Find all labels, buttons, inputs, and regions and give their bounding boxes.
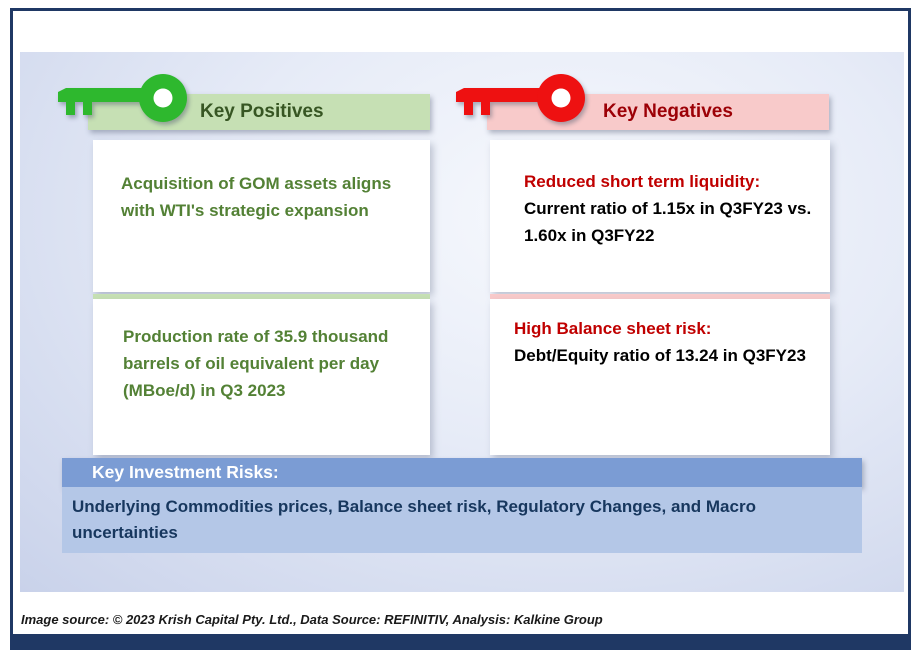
green-key-icon <box>58 74 190 130</box>
negative-item-1-body: Current ratio of 1.15x in Q3FY23 vs. 1.6… <box>524 199 812 245</box>
risks-header-band: Key Investment Risks: <box>62 458 862 487</box>
image-source-note: Image source: © 2023 Krish Capital Pty. … <box>21 612 603 627</box>
negative-item-2-body: Debt/Equity ratio of 13.24 in Q3FY23 <box>514 346 806 365</box>
positives-header-label: Key Positives <box>200 101 324 122</box>
positive-item-card-1: Acquisition of GOM assets aligns with WT… <box>93 140 430 292</box>
negative-item-2-title: High Balance sheet risk: <box>514 319 712 338</box>
positives-divider <box>93 294 430 299</box>
outer-frame: Key Positives Acquisition of GOM assets … <box>10 8 911 650</box>
risks-header-label: Key Investment Risks: <box>92 462 279 482</box>
positive-item-1-text: Acquisition of GOM assets aligns with WT… <box>121 174 392 220</box>
content-panel: Key Positives Acquisition of GOM assets … <box>20 52 904 592</box>
negatives-divider <box>490 294 830 299</box>
bottom-navy-bar <box>13 634 908 647</box>
negative-item-1-title: Reduced short term liquidity: <box>524 172 761 191</box>
negative-item-card-2: High Balance sheet risk: Debt/Equity rat… <box>490 299 830 455</box>
risks-body-text: Underlying Commodities prices, Balance s… <box>72 497 756 542</box>
negative-item-card-1: Reduced short term liquidity: Current ra… <box>490 140 830 292</box>
negatives-header-label: Key Negatives <box>603 101 733 122</box>
risks-body-band: Underlying Commodities prices, Balance s… <box>62 487 862 553</box>
positive-item-2-text: Production rate of 35.9 thousand barrels… <box>123 327 389 400</box>
red-key-icon <box>456 74 588 130</box>
positive-item-card-2: Production rate of 35.9 thousand barrels… <box>93 299 430 455</box>
